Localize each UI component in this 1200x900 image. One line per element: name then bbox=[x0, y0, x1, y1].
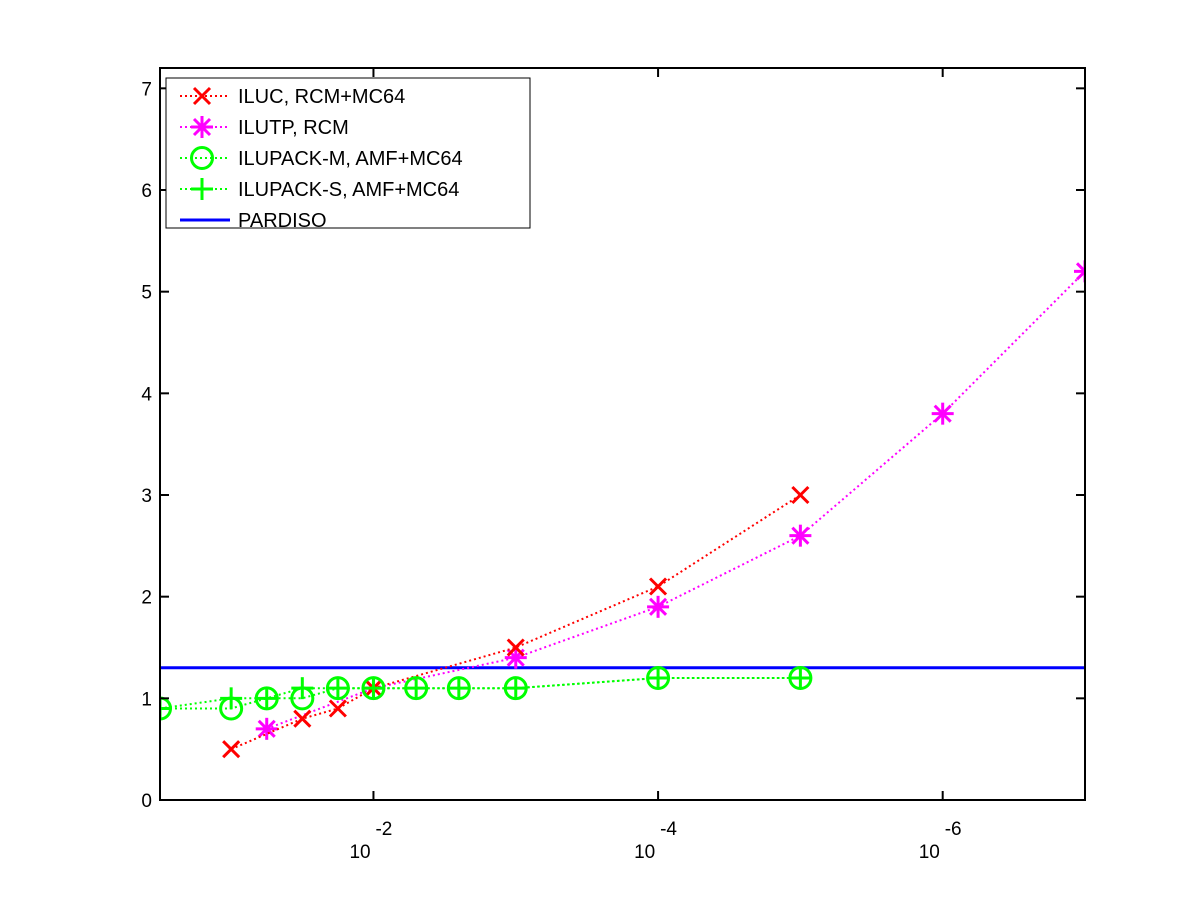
y-tick-label-7: 7 bbox=[141, 79, 152, 100]
x-tick-base-1: 10 bbox=[634, 842, 655, 863]
x-tick-exponent-0: -2 bbox=[375, 819, 392, 840]
data-point-s3-8 bbox=[504, 677, 527, 700]
data-point-s1-4 bbox=[789, 524, 812, 547]
legend-label-2: ILUPACK-M, AMF+MC64 bbox=[238, 148, 463, 170]
y-tick-label-0: 0 bbox=[141, 791, 152, 812]
legend-label-1: ILUTP, RCM bbox=[238, 117, 349, 139]
data-point-s3-7 bbox=[447, 677, 470, 700]
data-point-s3-6 bbox=[405, 677, 428, 700]
legend-item-2: ILUPACK-M, AMF+MC64 bbox=[180, 146, 463, 170]
legend-item-1: ILUTP, RCM bbox=[180, 116, 349, 139]
x-tick-exponent-1: -4 bbox=[660, 819, 677, 840]
x-tick-exponent-2: -6 bbox=[945, 819, 962, 840]
y-tick-label-2: 2 bbox=[141, 588, 152, 609]
legend-item-0: ILUC, RCM+MC64 bbox=[180, 86, 405, 108]
data-point-s1-6 bbox=[1074, 260, 1085, 283]
data-point-s3-1 bbox=[220, 687, 243, 710]
y-tick-label-6: 6 bbox=[141, 181, 152, 202]
legend-item-3: ILUPACK-S, AMF+MC64 bbox=[180, 178, 459, 201]
data-point-s3-10 bbox=[789, 667, 812, 689]
data-point-s0-6 bbox=[791, 485, 810, 505]
legend-label-3: ILUPACK-S, AMF+MC64 bbox=[238, 179, 459, 201]
legend-swatch-marker-1 bbox=[191, 116, 213, 138]
y-tick-label-3: 3 bbox=[141, 486, 152, 507]
data-point-s0-5 bbox=[649, 577, 668, 596]
x-tick-label-1: 10-4 bbox=[634, 819, 677, 863]
x-tick-base-2: 10 bbox=[919, 842, 940, 863]
legend-label-0: ILUC, RCM+MC64 bbox=[238, 86, 405, 108]
data-point-s1-0 bbox=[255, 717, 278, 740]
x-tick-base-0: 10 bbox=[349, 842, 370, 863]
legend: ILUC, RCM+MC64 ILUTP, RCM ILUPACK-M, AMF+M… bbox=[165, 77, 531, 232]
data-point-s0-0 bbox=[222, 740, 241, 759]
data-point-s1-3 bbox=[647, 595, 670, 618]
y-tick-label-4: 4 bbox=[141, 384, 152, 405]
y-tick-label-1: 1 bbox=[141, 689, 152, 710]
data-point-s3-9 bbox=[647, 667, 670, 689]
legend-item-4: PARDISO bbox=[180, 210, 327, 232]
data-point-s3-2 bbox=[255, 687, 278, 710]
plot-area bbox=[160, 260, 1085, 759]
legend-swatch-marker-3 bbox=[191, 178, 213, 200]
y-tick-label-5: 5 bbox=[141, 283, 152, 304]
x-tick-label-2: 10-6 bbox=[919, 819, 962, 863]
data-point-s3-4 bbox=[326, 677, 349, 700]
legend-label-4: PARDISO bbox=[238, 210, 327, 232]
legend-swatch-marker-0 bbox=[192, 86, 212, 106]
data-point-s3-5 bbox=[362, 677, 385, 700]
data-point-s1-5 bbox=[931, 402, 954, 425]
data-point-s0-2 bbox=[328, 699, 347, 718]
axes-box bbox=[159, 67, 1086, 801]
legend-swatch-marker-2 bbox=[190, 146, 214, 170]
x-tick-label-0: 10-2 bbox=[349, 819, 392, 863]
legend-box bbox=[165, 77, 531, 229]
data-point-s0-4 bbox=[506, 638, 525, 657]
data-point-s3-0 bbox=[160, 697, 171, 720]
data-point-s3-3 bbox=[291, 677, 314, 700]
data-point-s0-1 bbox=[293, 709, 312, 728]
